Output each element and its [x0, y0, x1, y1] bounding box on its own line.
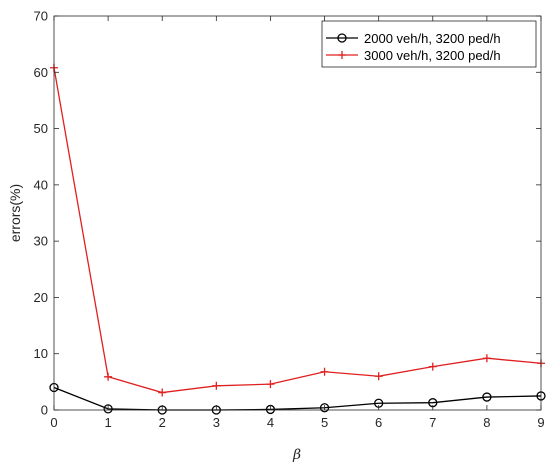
y-tick-label: 50 — [34, 121, 48, 136]
series-1-point — [482, 392, 492, 402]
series-2-point — [428, 362, 437, 371]
x-tick-label: 7 — [429, 415, 436, 430]
y-tick-label: 20 — [34, 290, 48, 305]
series-2-point — [482, 354, 491, 363]
series-2-point — [104, 372, 113, 381]
y-tick-label: 70 — [34, 9, 48, 24]
x-tick-label: 4 — [267, 415, 274, 430]
series-2-point — [266, 380, 275, 389]
x-tick-label: 0 — [50, 415, 57, 430]
axes-frame — [53, 15, 542, 411]
legend-marker-series-1 — [337, 33, 347, 43]
legend-marker-series-2 — [338, 51, 346, 59]
series-2-point — [158, 388, 167, 397]
plot-area — [54, 16, 541, 410]
series-1-point — [319, 403, 330, 413]
x-tick-label: 2 — [159, 415, 166, 430]
legend-label-series-2: 3000 veh/h, 3200 ped/h — [364, 48, 501, 63]
y-tick-label: 0 — [41, 403, 48, 418]
series-1-line — [53, 386, 542, 411]
legend-box — [321, 20, 537, 68]
series-2-point — [374, 372, 383, 381]
series-2-point — [212, 381, 221, 390]
y-tick-label: 60 — [34, 65, 48, 80]
y-tick-label: 30 — [34, 234, 48, 249]
axes-layer: 0 1 2 3 4 5 6 7 8 9 0 10 20 30 40 50 60 70 — [34, 9, 545, 431]
y-tick-label: 40 — [34, 177, 48, 192]
x-tick-label: 5 — [321, 415, 328, 430]
y-tick-label: 10 — [34, 346, 48, 361]
x-tick-label: 8 — [483, 415, 490, 430]
legend-label-series-1: 2000 veh/h, 3200 ped/h — [364, 31, 501, 46]
x-tick-label: 3 — [213, 415, 220, 430]
y-axis-label: errors(%) — [7, 184, 23, 242]
series-2-line — [53, 67, 542, 394]
series-2-point — [320, 367, 329, 376]
x-tick-label: 6 — [375, 415, 382, 430]
x-tick-label: 9 — [537, 415, 544, 430]
x-tick-label: 1 — [104, 415, 111, 430]
legend: 2000 veh/h, 3200 ped/h 3000 veh/h, 3200 … — [321, 20, 537, 68]
x-axis-label: β — [292, 447, 301, 463]
series-1-point — [103, 404, 113, 414]
